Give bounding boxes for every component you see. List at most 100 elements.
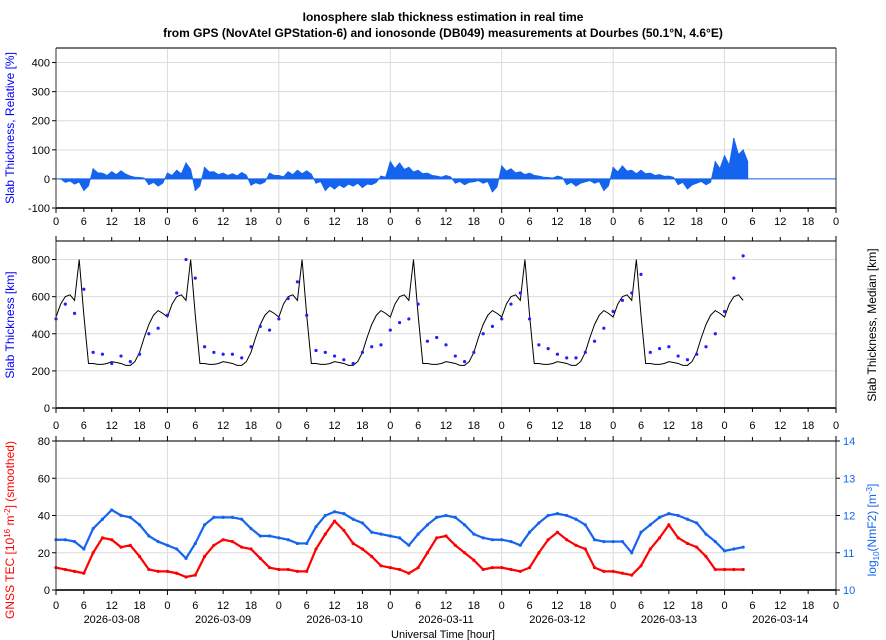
- slab-point: [657, 347, 662, 351]
- tec-point: [323, 532, 327, 536]
- tec-point: [72, 569, 77, 573]
- tec-bottom-xtick-label: 0: [164, 600, 170, 612]
- slab-point: [277, 317, 281, 321]
- tec-bottom-xtick-label: 12: [774, 600, 786, 612]
- slab-point: [518, 291, 522, 295]
- slab-point: [360, 350, 365, 354]
- date-label: 2026-03-13: [641, 614, 697, 626]
- tec-point: [128, 543, 132, 547]
- slab-point: [388, 328, 392, 332]
- nmf2-point: [555, 512, 560, 516]
- tec-point: [602, 569, 606, 573]
- tec-point: [147, 567, 151, 572]
- nmf2-point: [462, 523, 467, 527]
- nmf2-point: [360, 521, 365, 525]
- tec-point: [565, 538, 569, 542]
- slab-point: [193, 276, 197, 280]
- relative-xtick-label: 18: [691, 216, 703, 228]
- nmf2-point: [332, 510, 337, 514]
- tec-bottom-xtick-label: 6: [192, 600, 198, 612]
- tec-point: [137, 554, 142, 559]
- nmf2-point: [611, 539, 615, 544]
- tec-point: [583, 547, 587, 551]
- tec-top-xtick-label: 18: [245, 420, 257, 432]
- slab-point: [500, 317, 504, 321]
- tec-point: [481, 567, 485, 572]
- tec-point: [91, 551, 95, 555]
- tec-bottom-xtick-label: 6: [749, 600, 755, 612]
- tec-point: [370, 554, 374, 559]
- slab-point: [648, 350, 652, 354]
- tec-point: [175, 571, 179, 575]
- nmf2-point: [342, 512, 346, 516]
- tec-top-xtick-label: 0: [722, 420, 728, 432]
- chart-title-line2: from GPS (NovAtel GPStation-6) and ionos…: [163, 26, 723, 40]
- tec-point: [202, 554, 207, 559]
- nmf2-point: [565, 513, 569, 518]
- nmf2-point: [490, 538, 495, 542]
- relative-plot-area: [56, 48, 836, 208]
- relative-xtick-label: 0: [610, 216, 616, 228]
- slab-point: [351, 361, 355, 366]
- tec-bottom-xtick-label: 6: [638, 600, 644, 612]
- date-label: 2026-03-14: [752, 614, 808, 626]
- y-label-tec: GNSS TEC [1016 m-2] (smoothed): [3, 441, 17, 619]
- slab-point: [305, 313, 309, 317]
- relative-xtick-label: 12: [217, 216, 229, 228]
- nmf2-point: [657, 515, 662, 519]
- slab-point: [695, 352, 699, 356]
- tec-ytick-label: 80: [38, 436, 50, 448]
- slab-point: [546, 347, 550, 351]
- tec-point: [388, 566, 392, 570]
- tec-ytick-label: 0: [44, 585, 50, 597]
- tec-point: [314, 547, 318, 551]
- tec-bottom-xtick-label: 18: [356, 600, 368, 612]
- slab-point: [156, 326, 160, 330]
- nmf2-point: [91, 526, 95, 531]
- nmf2-point: [509, 539, 513, 544]
- slab-point: [620, 298, 625, 302]
- slab-point: [453, 354, 457, 358]
- y-label-relative: Slab Thickness, Relative [%]: [3, 52, 17, 204]
- slab-point: [416, 302, 420, 306]
- tec-point: [592, 566, 597, 570]
- tec-point: [63, 567, 67, 572]
- tec-point: [110, 538, 114, 542]
- nmf2-point: [305, 541, 309, 546]
- nmf2-point: [425, 523, 430, 527]
- nmf2-point: [128, 515, 132, 519]
- slab-ytick-label: 0: [44, 403, 50, 415]
- tec-bottom-xtick-label: 12: [663, 600, 675, 612]
- relative-xtick-label: 12: [551, 216, 563, 228]
- relative-xtick-label: 6: [192, 216, 198, 228]
- nmf2-ytick-label: 13: [843, 473, 855, 485]
- relative-xtick-label: 0: [164, 216, 170, 228]
- nmf2-point: [184, 556, 188, 560]
- tec-top-xtick-label: 6: [749, 420, 755, 432]
- tec-point: [537, 551, 541, 555]
- relative-ytick-label: 0: [44, 174, 50, 186]
- tec-point: [648, 547, 652, 551]
- tec-point: [425, 551, 430, 555]
- relative-xtick-label: 18: [579, 216, 591, 228]
- tec-point: [741, 567, 745, 572]
- nmf2-point: [323, 513, 327, 518]
- date-label: 2026-03-09: [195, 614, 251, 626]
- tec-ytick-label: 60: [38, 473, 50, 485]
- slab-point: [91, 350, 95, 354]
- slab-point: [713, 332, 717, 336]
- relative-xtick-label: 18: [245, 216, 257, 228]
- nmf2-point: [230, 515, 235, 519]
- nmf2-point: [82, 547, 86, 551]
- nmf2-point: [267, 534, 272, 538]
- relative-xtick-label: 12: [774, 216, 786, 228]
- tec-point: [713, 567, 717, 572]
- nmf2-point: [537, 521, 541, 525]
- nmf2-point: [667, 512, 671, 516]
- tec-top-xtick-label: 6: [192, 420, 198, 432]
- tec-top-xtick-label: 6: [527, 420, 533, 432]
- nmf2-point: [100, 517, 105, 521]
- tec-point: [258, 556, 262, 560]
- slab-point: [147, 332, 151, 336]
